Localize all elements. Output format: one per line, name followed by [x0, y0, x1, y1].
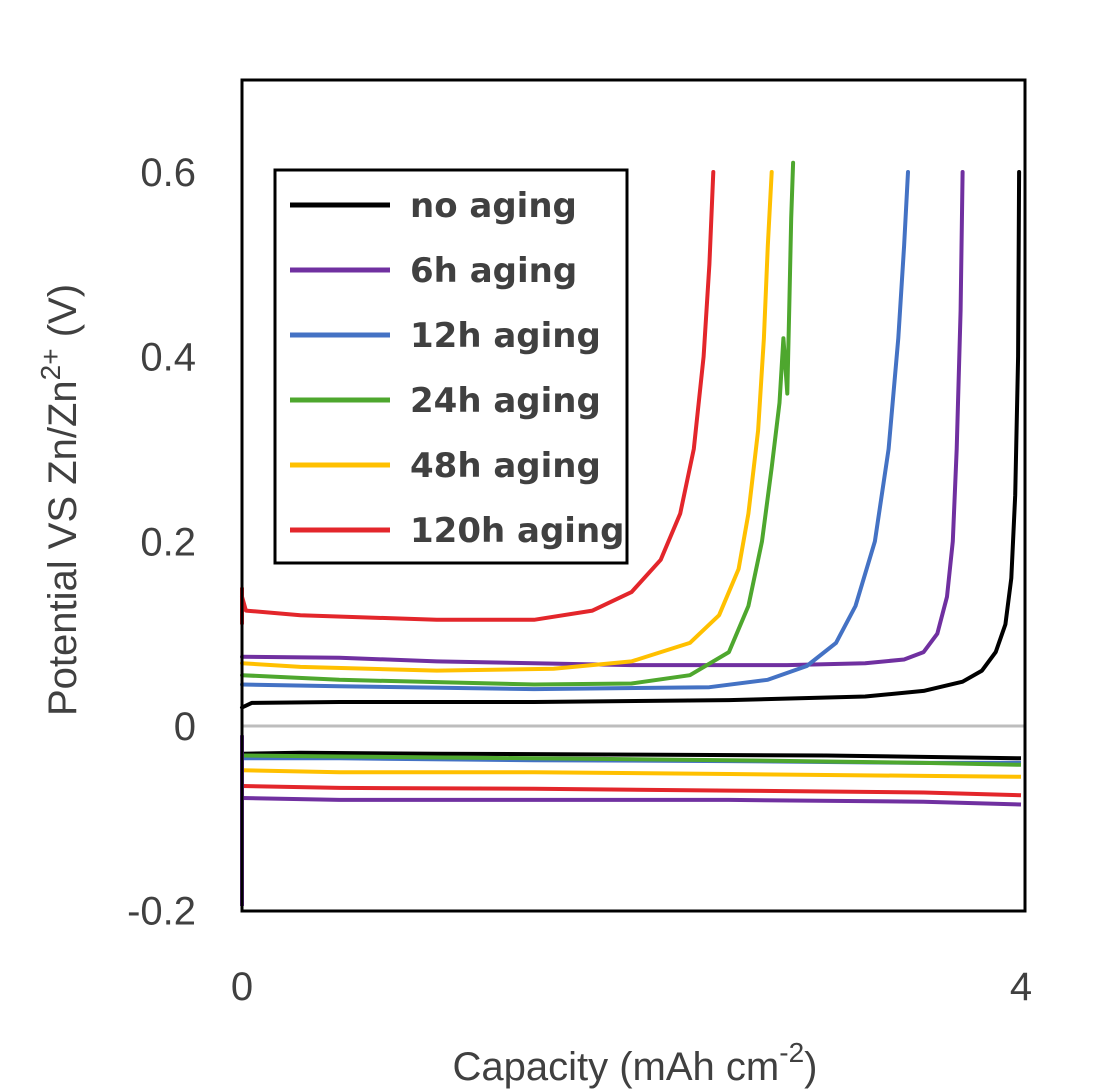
- legend-label: no aging: [410, 186, 577, 226]
- legend-label: 12h aging: [410, 316, 601, 356]
- y-axis-title: Potential VS Zn/Zn2+ (V): [35, 284, 85, 716]
- y-tick-label: 0.6: [140, 151, 196, 195]
- series-6h-aging-discharge-line: [241, 796, 1022, 807]
- series-48h-aging-charge-line: [240, 170, 774, 673]
- y-tick-label: 0.2: [140, 520, 196, 564]
- series-no-aging-charge-line: [240, 170, 1022, 710]
- legend-label: 24h aging: [410, 381, 601, 421]
- series-6h-aging-charge-line: [240, 170, 965, 668]
- y-tick-label: -0.2: [127, 890, 196, 934]
- series-no-aging-discharge-line: [241, 750, 1022, 761]
- series-24h-aging-charge-line: [240, 160, 796, 687]
- series-12h-aging-charge-line: [240, 170, 910, 692]
- plot-area: -0.2 0 0.2 0.4 0.6 0 4 no aging 6h aging 12h agin…: [127, 78, 1032, 1009]
- series-24h-aging-discharge-line: [241, 753, 1022, 767]
- plot-frame: [240, 78, 1027, 913]
- x-tick-label: 4: [1010, 965, 1032, 1009]
- x-axis-title: Capacity (mAh cm-2): [453, 1037, 818, 1089]
- y-tick-label: 0: [174, 705, 196, 749]
- series-48h-aging-discharge-line: [241, 768, 1022, 779]
- legend-label: 120h aging: [410, 511, 625, 551]
- series-120h-aging-discharge-line: [241, 784, 1022, 798]
- series-120h-aging-charge-line: [240, 170, 716, 622]
- y-tick-label: 0.4: [140, 336, 196, 380]
- legend-label: 6h aging: [410, 251, 577, 291]
- legend-box: [273, 168, 629, 565]
- legend-label: 48h aging: [410, 446, 601, 486]
- x-tick-label: 0: [231, 965, 253, 1009]
